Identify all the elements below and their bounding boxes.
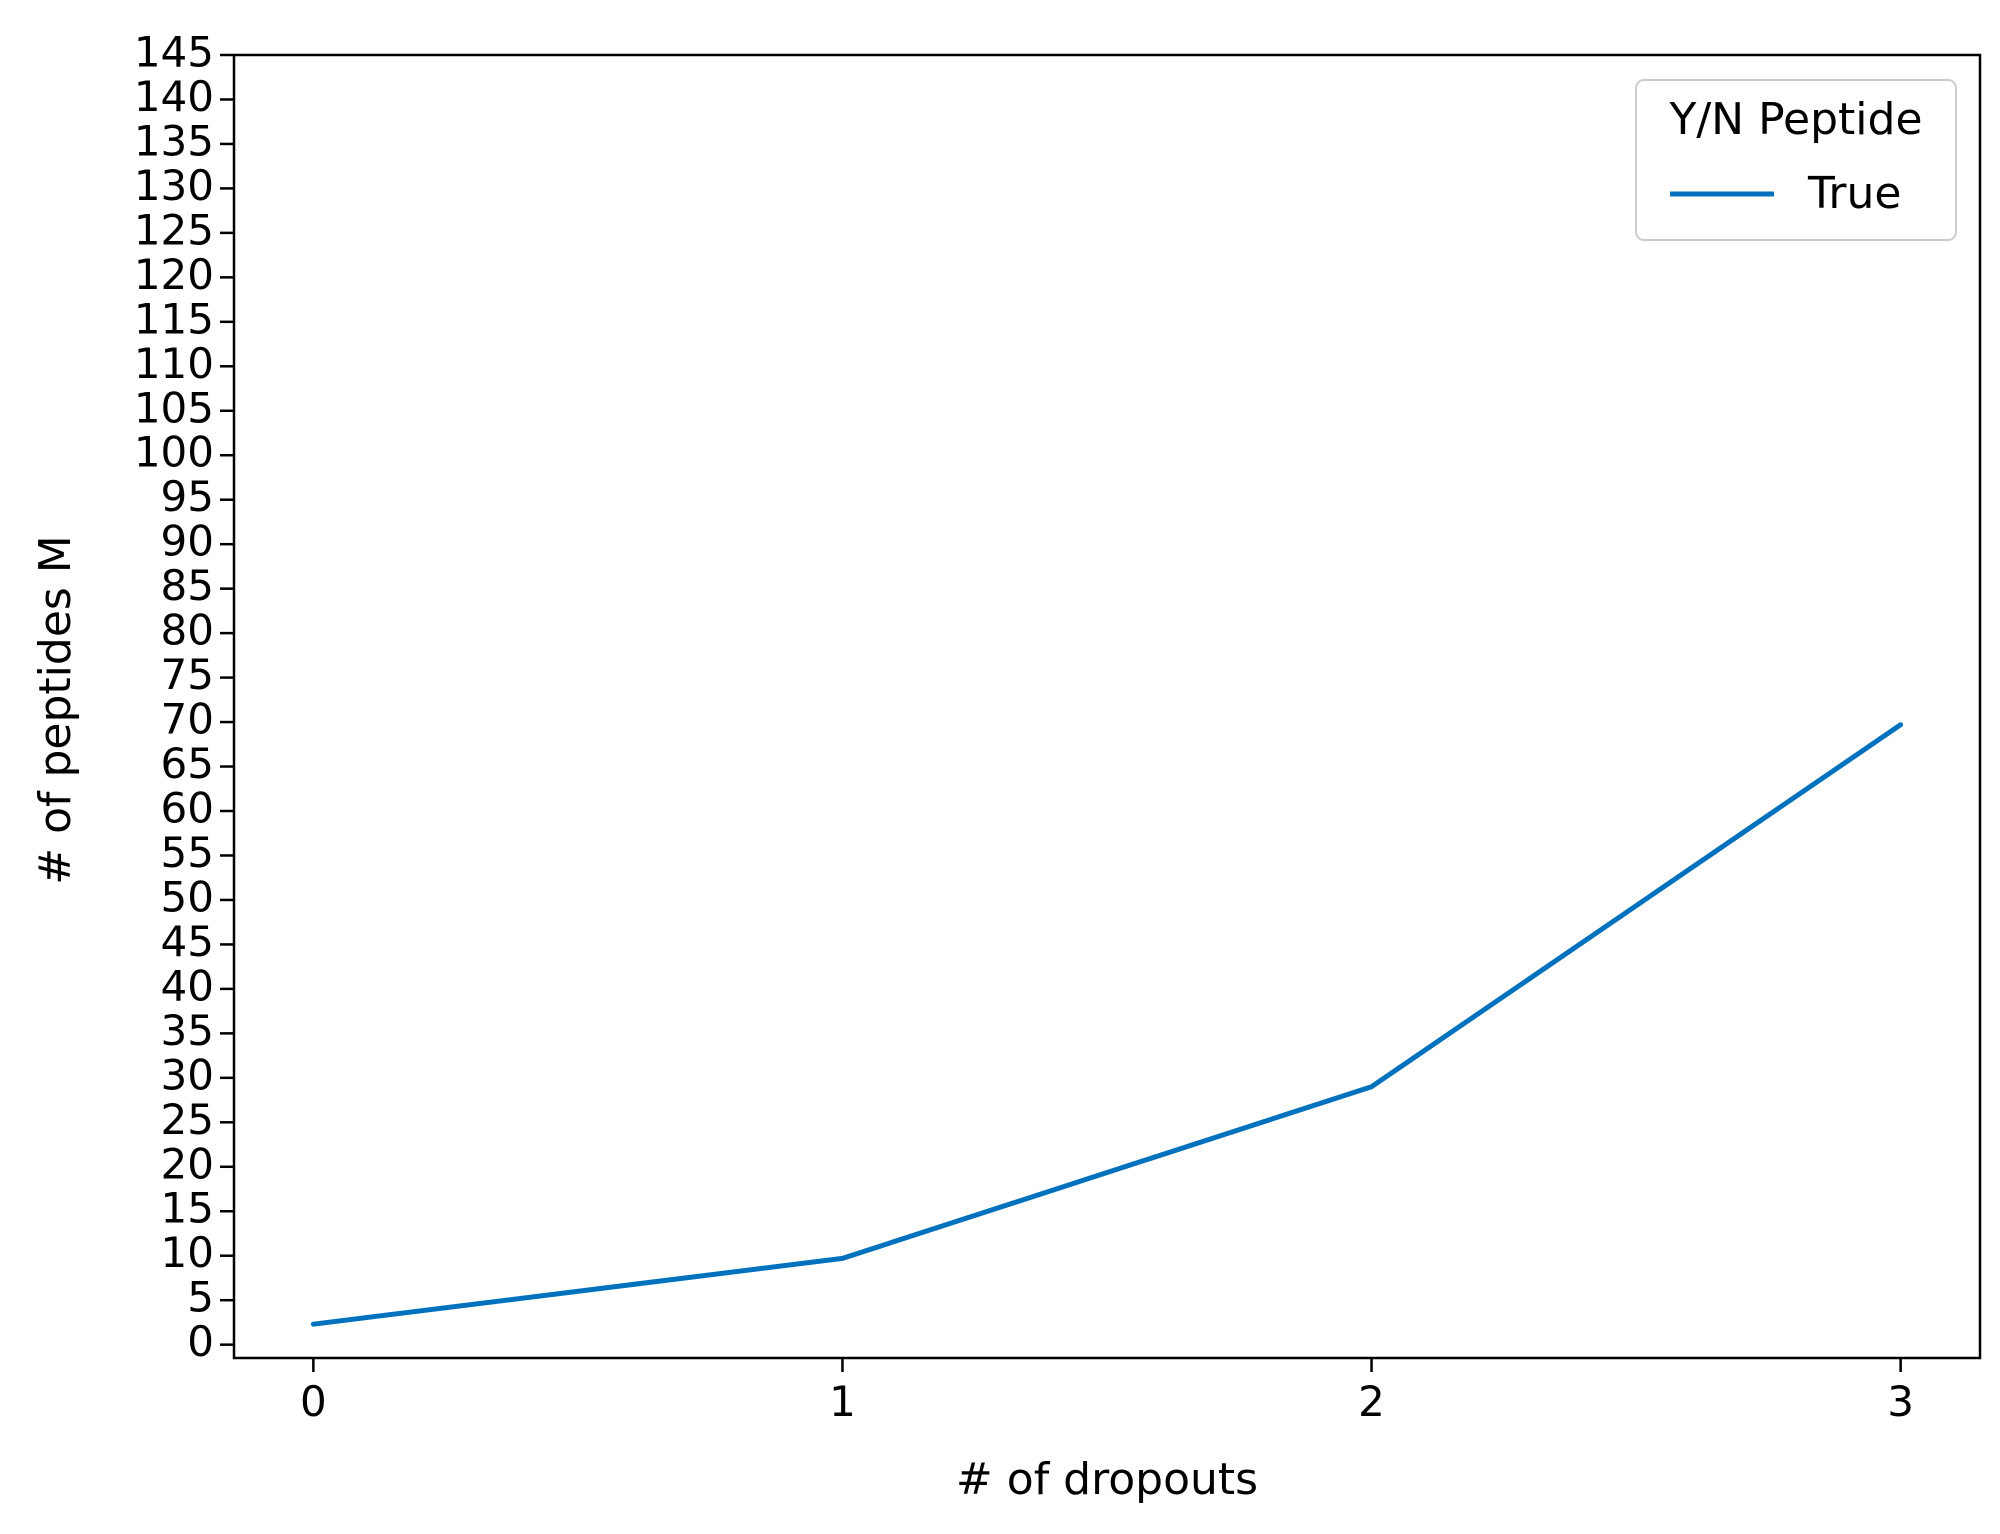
legend-title: Y/N Peptide [1668,94,1922,145]
series-layer [310,722,1904,1327]
y-tick-label: 115 [134,294,214,343]
y-tick-label: 75 [161,650,214,699]
legend-box [1635,79,1957,241]
y-tick-label: 25 [161,1095,214,1144]
y-tick-label: 0 [187,1317,214,1366]
y-tick-label: 140 [134,72,214,121]
y-tick-label: 15 [161,1184,214,1233]
y-tick-label: 95 [161,472,214,521]
x-axis-label: # of dropouts [956,1454,1258,1505]
y-axis: 0510152025303540455055606570758085909510… [134,28,234,1366]
y-tick-label: 110 [134,339,214,388]
y-tick-label: 35 [161,1006,214,1055]
y-tick-label: 20 [161,1139,214,1188]
y-tick-label: 100 [134,428,214,477]
y-tick-label: 145 [134,28,214,77]
y-tick-label: 90 [161,517,214,566]
y-tick-label: 30 [161,1050,214,1099]
y-tick-label: 70 [161,695,214,744]
plot-area-frame [232,53,1982,1360]
y-tick-label: 135 [134,116,214,165]
y-tick-label: 60 [161,784,214,833]
y-tick-label: 80 [161,606,214,655]
y-tick-label: 65 [161,739,214,788]
x-tick-label: 0 [300,1377,327,1426]
y-tick-label: 105 [134,383,214,432]
series-line-true [310,722,1904,1327]
y-tick-label: 125 [134,205,214,254]
y-tick-label: 55 [161,828,214,877]
y-tick-label: 130 [134,161,214,210]
x-tick-label: 1 [829,1377,856,1426]
y-tick-label: 50 [161,872,214,921]
legend-entry-label: True [1807,168,1901,219]
x-tick-label: 2 [1358,1377,1385,1426]
y-tick-label: 10 [161,1228,214,1277]
y-tick-label: 85 [161,561,214,610]
x-tick-label: 3 [1887,1377,1914,1426]
legend: Y/N Peptide True [1635,79,1957,241]
y-tick-label: 45 [161,917,214,966]
y-tick-label: 120 [134,250,214,299]
x-axis: 0 1 2 3 [300,1358,1914,1426]
y-tick-label: 5 [187,1273,214,1322]
y-axis-label: # of peptides M [30,535,81,885]
y-tick-label: 40 [161,961,214,1010]
